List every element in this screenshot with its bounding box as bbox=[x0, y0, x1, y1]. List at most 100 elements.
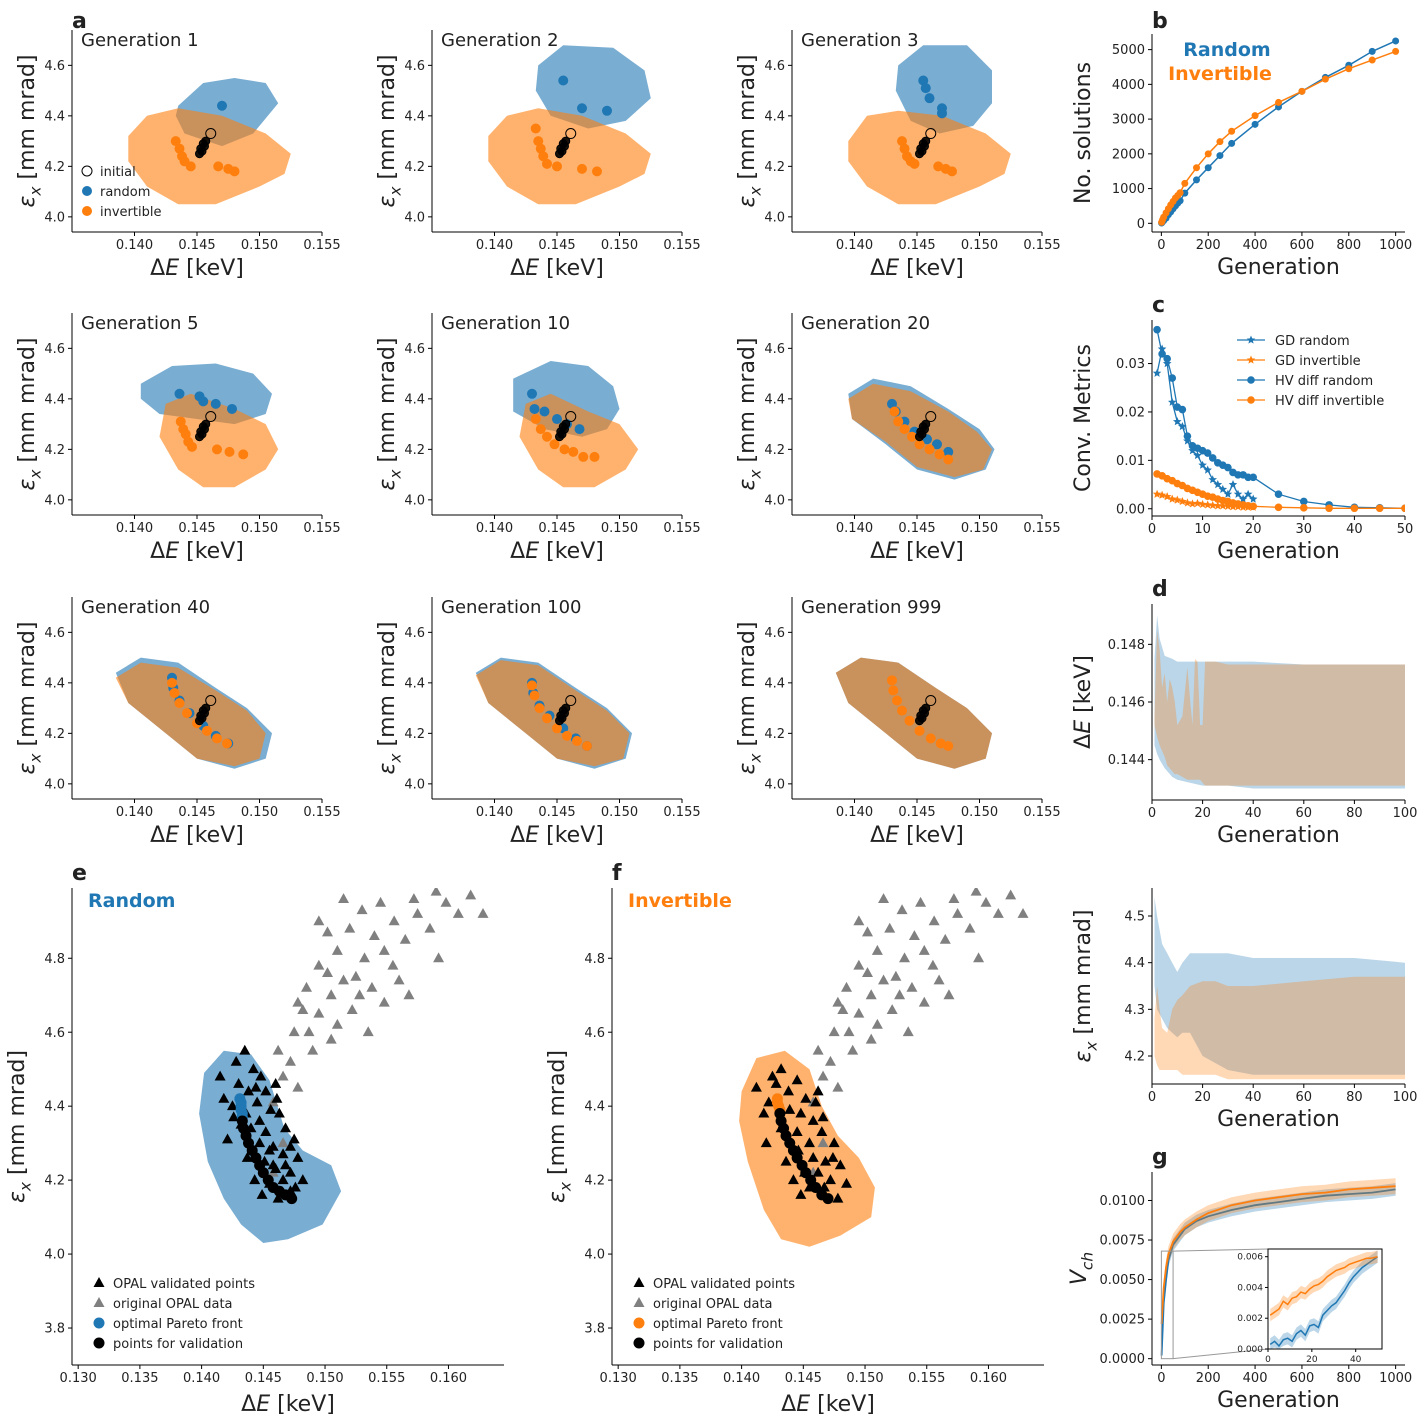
invertible-point bbox=[212, 733, 222, 744]
x-tick-label: 20 bbox=[1194, 806, 1211, 821]
invertible-point bbox=[907, 431, 917, 442]
original-opal-point bbox=[354, 989, 366, 1000]
opal-validated-point bbox=[787, 1174, 799, 1185]
original-opal-point bbox=[301, 981, 313, 992]
original-opal-point bbox=[886, 1004, 898, 1014]
plot-area bbox=[1160, 1178, 1396, 1362]
legend-label: original OPAL data bbox=[113, 1297, 233, 1312]
invertible-point bbox=[535, 143, 546, 154]
invertible-point bbox=[897, 705, 907, 716]
legend-label: points for validation bbox=[113, 1337, 243, 1352]
invertible-point bbox=[904, 715, 915, 726]
original-opal-point bbox=[307, 1044, 319, 1055]
y-tick-label: 4.6 bbox=[764, 342, 785, 357]
y-tick-label: 4.8 bbox=[44, 952, 65, 967]
validation-point bbox=[822, 1193, 834, 1205]
original-opal-point bbox=[908, 930, 920, 941]
original-opal-point bbox=[832, 1081, 844, 1092]
plot-area bbox=[140, 363, 279, 488]
original-opal-point bbox=[331, 1018, 343, 1029]
invertible-point bbox=[224, 446, 235, 457]
initial-point bbox=[561, 419, 571, 429]
x-tick-label: 0 bbox=[1157, 238, 1165, 253]
original-opal-point bbox=[853, 959, 865, 970]
plot-area bbox=[1154, 897, 1405, 1080]
initial-point bbox=[205, 128, 217, 140]
opal-validated-point bbox=[795, 1188, 807, 1199]
opal-validated-point bbox=[834, 1159, 846, 1170]
original-opal-point bbox=[388, 915, 400, 926]
x-tick-label: 0.145 bbox=[538, 238, 575, 253]
initial-point bbox=[197, 146, 207, 156]
original-opal-point bbox=[896, 904, 908, 915]
axes-a-8: 0.140 0.145 0.150 0.155 4.0 4.2 4.4 4.6 ΔE [keV]… bbox=[375, 597, 701, 848]
data-point bbox=[1216, 138, 1224, 146]
data-point-star bbox=[1203, 465, 1212, 474]
initial-point bbox=[925, 695, 937, 707]
original-opal-point bbox=[313, 915, 325, 926]
data-point bbox=[1178, 405, 1187, 414]
x-tick-label: 0.155 bbox=[663, 238, 700, 253]
opal-validated-point bbox=[277, 1174, 289, 1185]
legend-marker bbox=[93, 1317, 105, 1329]
y-axis-label: εx [mm mrad] bbox=[375, 622, 405, 775]
y-axis-label: εx [mm mrad] bbox=[5, 1050, 35, 1203]
y-tick-label: 3000 bbox=[1112, 113, 1145, 128]
invertible-point bbox=[170, 136, 181, 147]
original-opal-point bbox=[861, 967, 873, 978]
data-point bbox=[1325, 504, 1333, 513]
original-opal-point bbox=[277, 1070, 289, 1081]
data-point bbox=[1163, 354, 1171, 363]
x-tick-label: 0.145 bbox=[178, 521, 215, 536]
invertible-region bbox=[519, 393, 639, 488]
invertible-point bbox=[187, 441, 197, 452]
original-opal-point bbox=[884, 922, 896, 933]
data-point bbox=[1401, 504, 1405, 513]
random-point bbox=[174, 388, 185, 399]
original-opal-point bbox=[902, 1026, 914, 1037]
y-tick-label: 4.0 bbox=[404, 493, 425, 508]
data-point bbox=[1204, 164, 1212, 172]
y-tick-label: 0.0000 bbox=[1100, 1352, 1146, 1367]
y-tick-label: 4.6 bbox=[44, 626, 65, 641]
x-tick-label: 0.145 bbox=[898, 805, 935, 820]
data-point-star bbox=[1157, 344, 1167, 353]
x-tick-label: 0.145 bbox=[538, 805, 575, 820]
original-opal-point bbox=[841, 981, 853, 992]
axes-a-1: 0.140 0.145 0.150 0.155 4.0 4.2 4.4 4.6 ΔE [keV]… bbox=[15, 30, 341, 281]
opal-validated-point bbox=[251, 1096, 263, 1107]
x-tick-label: 0.145 bbox=[538, 521, 575, 536]
original-opal-point bbox=[824, 1055, 836, 1066]
axes-a-7: 0.140 0.145 0.150 0.155 4.0 4.2 4.4 4.6 ΔE [keV]… bbox=[15, 597, 341, 848]
x-tick-label: 0.140 bbox=[116, 521, 153, 536]
data-point bbox=[1350, 504, 1359, 513]
original-opal-point bbox=[368, 930, 380, 941]
x-tick-label: 0.150 bbox=[846, 1371, 883, 1386]
opal-validated-point bbox=[239, 1044, 251, 1055]
data-point-star bbox=[1173, 417, 1182, 426]
invertible-point bbox=[169, 687, 180, 698]
legend-label: HV diff random bbox=[1275, 374, 1373, 389]
x-tick-label: 0.155 bbox=[663, 521, 700, 536]
y-tick-label: 4.2 bbox=[584, 1174, 605, 1189]
original-opal-point bbox=[952, 907, 964, 918]
opal-validated-point bbox=[812, 1166, 824, 1177]
original-opal-point bbox=[424, 922, 436, 933]
original-opal-point bbox=[980, 896, 992, 907]
original-opal-point bbox=[943, 989, 955, 1000]
invertible-point bbox=[552, 161, 562, 172]
opal-validated-point bbox=[800, 1092, 812, 1103]
original-opal-point bbox=[321, 967, 333, 978]
subplot-title: Generation 10 bbox=[441, 313, 570, 334]
invertible-region bbox=[128, 108, 291, 205]
invertible-point bbox=[174, 698, 185, 709]
x-tick-label: 0.155 bbox=[1023, 805, 1060, 820]
data-point-star bbox=[1188, 499, 1197, 508]
opal-validated-point bbox=[766, 1070, 778, 1081]
y-tick-label: 4.6 bbox=[44, 59, 65, 74]
opal-validated-point bbox=[841, 1177, 853, 1188]
invertible-point bbox=[202, 725, 212, 736]
legend-label: invertible bbox=[100, 205, 161, 220]
x-tick-label: 80 bbox=[1346, 806, 1363, 821]
original-opal-point bbox=[915, 896, 927, 907]
